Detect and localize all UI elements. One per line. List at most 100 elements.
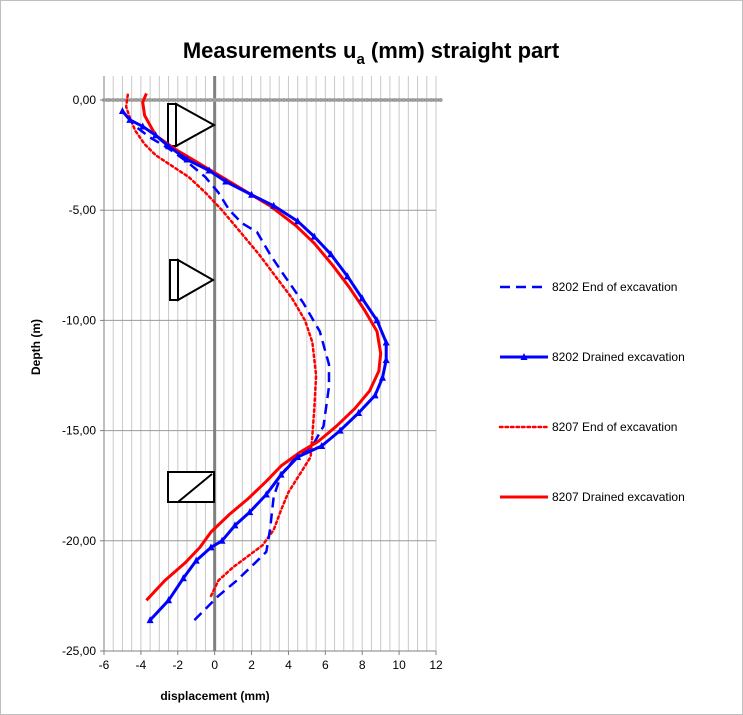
ground-level-marker bbox=[235, 98, 240, 102]
ground-level-marker bbox=[249, 98, 254, 102]
series-point-1 bbox=[152, 131, 160, 139]
ground-level-marker bbox=[387, 98, 392, 102]
y-tick-label: 0,00 bbox=[73, 93, 97, 107]
series-point-1 bbox=[294, 453, 302, 461]
series-point-1 bbox=[222, 177, 230, 185]
legend-marker-1 bbox=[520, 353, 528, 360]
ground-level-marker bbox=[240, 98, 245, 102]
y-tick-label: -20,00 bbox=[62, 534, 96, 548]
ground-level-marker bbox=[254, 98, 259, 102]
series-line-2 bbox=[124, 92, 318, 598]
y-tick-label: -10,00 bbox=[62, 313, 96, 327]
ground-level-marker bbox=[161, 98, 166, 102]
ground-level-marker bbox=[295, 98, 300, 102]
series-point-1 bbox=[382, 356, 390, 364]
ground-level-marker bbox=[120, 98, 125, 102]
ground-level-marker bbox=[212, 98, 217, 102]
ground-level-marker bbox=[171, 98, 176, 102]
legend-label-2: 8207 End of excavation bbox=[552, 420, 677, 434]
ground-level-marker bbox=[410, 98, 415, 102]
x-tick-label: 12 bbox=[429, 658, 443, 672]
series-point-1 bbox=[231, 521, 239, 529]
series-point-1 bbox=[192, 556, 200, 564]
ground-level-marker bbox=[304, 98, 309, 102]
ground-level-marker bbox=[175, 98, 180, 102]
series-point-1 bbox=[310, 232, 318, 240]
ground-level-marker bbox=[166, 98, 171, 102]
series-point-1 bbox=[270, 201, 278, 209]
series-point-1 bbox=[205, 166, 213, 174]
series-line-0 bbox=[121, 110, 331, 621]
layer-symbol-1-bar bbox=[167, 103, 177, 147]
series-point-1 bbox=[318, 442, 326, 450]
ground-level-marker bbox=[157, 98, 162, 102]
series-point-1 bbox=[126, 115, 134, 123]
series-point-1 bbox=[165, 596, 173, 604]
ground-level-marker bbox=[152, 98, 157, 102]
series-point-1 bbox=[358, 294, 366, 302]
x-tick-label: 0 bbox=[211, 658, 218, 672]
series-point-1 bbox=[355, 408, 363, 416]
ground-level-marker bbox=[281, 98, 286, 102]
legend-label-0: 8202 End of excavation bbox=[552, 280, 677, 294]
series-point-1 bbox=[262, 490, 270, 498]
ground-level-marker bbox=[277, 98, 282, 102]
ground-level-marker bbox=[300, 98, 305, 102]
ground-level-marker bbox=[148, 98, 153, 102]
ground-level-marker bbox=[309, 98, 314, 102]
x-tick-labels: -6 -4 -2 0 2 4 6 8 10 12 bbox=[99, 651, 443, 672]
ground-level-marker bbox=[129, 98, 134, 102]
legend-label-3: 8207 Drained excavation bbox=[552, 490, 685, 504]
ground-level-marker bbox=[397, 98, 402, 102]
ground-level-marker bbox=[438, 98, 443, 102]
ground-level-marker bbox=[360, 98, 365, 102]
ground-level-marker bbox=[314, 98, 319, 102]
ground-level-marker bbox=[378, 98, 383, 102]
layer-symbol-1-triangle bbox=[175, 102, 217, 148]
legend-label-1: 8202 Drained excavation bbox=[552, 350, 685, 364]
ground-level-marker bbox=[115, 98, 120, 102]
ground-level-marker bbox=[420, 98, 425, 102]
y-tick-labels: 0,00 -5,00 -10,00 -15,00 -20,00 -25,00 bbox=[62, 93, 104, 658]
series-point-1 bbox=[327, 250, 335, 258]
ground-level-marker bbox=[111, 98, 116, 102]
x-tick-label: -4 bbox=[136, 658, 147, 672]
ground-level-marker bbox=[434, 98, 438, 102]
ground-level-marker bbox=[318, 98, 323, 102]
y-tick-label: -5,00 bbox=[69, 203, 97, 217]
series-point-1 bbox=[336, 426, 344, 434]
ground-level-marker bbox=[351, 98, 355, 102]
ground-level-marker bbox=[221, 98, 226, 102]
ground-level-marker bbox=[226, 98, 231, 102]
series-point-1 bbox=[146, 616, 154, 624]
legend: 8202 End of excavation 8202 Drained excav… bbox=[498, 280, 685, 504]
series-point-1 bbox=[371, 391, 379, 399]
y-axis-label: Depth (m) bbox=[29, 319, 43, 375]
ground-level-marker bbox=[415, 98, 420, 102]
series-point-1 bbox=[139, 122, 147, 130]
ground-level-marker bbox=[272, 98, 277, 102]
series-point-1 bbox=[218, 536, 226, 544]
chart-title: Measurements ua (mm) straight part bbox=[183, 38, 560, 68]
ground-level-marker bbox=[291, 98, 296, 102]
series-point-1 bbox=[343, 272, 351, 280]
ground-level-marker bbox=[341, 98, 346, 102]
series-point-1 bbox=[246, 508, 254, 516]
series-point-1 bbox=[179, 574, 187, 582]
ground-level-marker bbox=[355, 98, 360, 102]
x-axis-label: displacement (mm) bbox=[160, 689, 269, 703]
series-point-1 bbox=[118, 107, 126, 115]
series-line-3 bbox=[141, 92, 383, 602]
x-tick-label: 10 bbox=[392, 658, 406, 672]
ground-level-marker bbox=[189, 98, 194, 102]
ground-level-marker bbox=[424, 98, 429, 102]
series-point-1 bbox=[382, 338, 390, 346]
x-tick-label: -2 bbox=[172, 658, 183, 672]
y-tick-label: -25,00 bbox=[62, 644, 96, 658]
x-tick-label: 2 bbox=[248, 658, 255, 672]
x-tick-label: 8 bbox=[359, 658, 366, 672]
layer-symbol-3-diagonal bbox=[177, 473, 213, 503]
ground-level-marker bbox=[244, 98, 249, 102]
